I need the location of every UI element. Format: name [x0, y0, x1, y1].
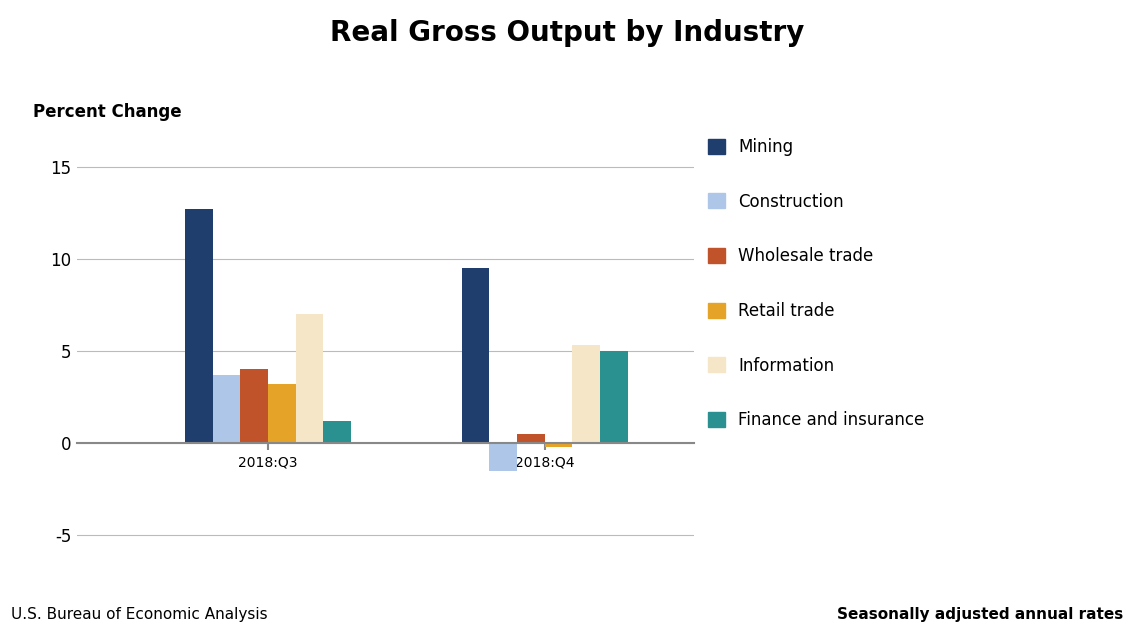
Bar	[489, 443, 518, 471]
Bar	[545, 443, 572, 447]
Bar	[268, 384, 296, 443]
Bar	[462, 268, 489, 443]
Bar	[212, 375, 241, 443]
Legend: Mining, Construction, Wholesale trade, Retail trade, Information, Finance and in: Mining, Construction, Wholesale trade, R…	[708, 138, 924, 430]
Bar	[572, 345, 600, 443]
Bar	[241, 369, 268, 443]
Text: Real Gross Output by Industry: Real Gross Output by Industry	[330, 19, 805, 47]
Bar	[323, 421, 351, 443]
Bar	[185, 209, 212, 443]
Text: U.S. Bureau of Economic Analysis: U.S. Bureau of Economic Analysis	[11, 607, 268, 622]
Bar	[518, 434, 545, 443]
Bar	[296, 314, 323, 443]
Bar	[600, 351, 628, 443]
Text: Percent Change: Percent Change	[33, 102, 182, 121]
Text: Seasonally adjusted annual rates: Seasonally adjusted annual rates	[838, 607, 1124, 622]
